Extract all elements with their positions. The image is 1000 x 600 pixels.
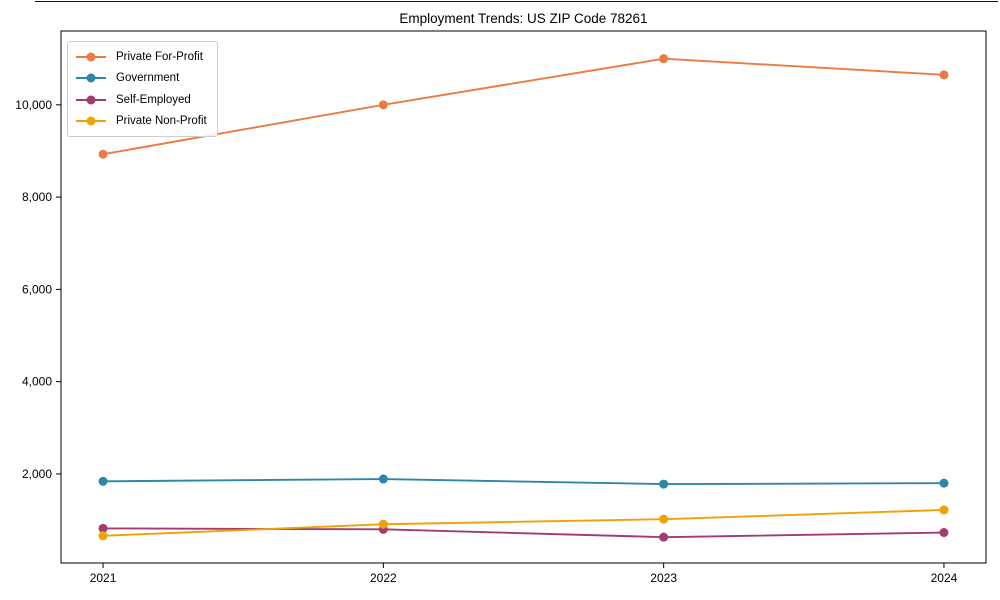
plot-frame xyxy=(60,30,987,564)
x-tick-label: 2023 xyxy=(650,571,677,585)
series-point-government xyxy=(98,476,108,486)
legend-dot xyxy=(86,73,96,83)
legend-item-self-employed: Self-Employed xyxy=(75,89,207,111)
series-line-private-for-profit xyxy=(102,57,945,156)
series-point-private-non-profit xyxy=(659,514,669,524)
y-tick-label: 2,000 xyxy=(22,467,52,481)
legend-label: Government xyxy=(116,72,180,85)
top-edge-line xyxy=(35,1,998,2)
x-tick-label: 2022 xyxy=(370,571,397,585)
series-point-private-for-profit xyxy=(659,54,669,64)
legend-label: Private For-Profit xyxy=(116,50,203,63)
series-point-private-for-profit xyxy=(939,70,949,80)
series-point-private-for-profit xyxy=(378,100,388,110)
y-tick-label: 8,000 xyxy=(22,190,52,204)
series-line-government xyxy=(102,478,945,486)
series-point-government xyxy=(939,478,949,488)
x-tick-label: 2021 xyxy=(90,571,117,585)
legend-item-private-for-profit: Private For-Profit xyxy=(75,46,207,68)
series-line-self-employed xyxy=(102,527,945,539)
legend-line-marker-icon xyxy=(76,73,106,83)
legend-dot xyxy=(86,116,96,126)
legend-label: Private Non-Profit xyxy=(116,115,207,128)
series-point-self-employed xyxy=(939,528,949,538)
legend-item-government: Government xyxy=(75,68,207,90)
legend-dot xyxy=(86,52,96,62)
legend-label: Self-Employed xyxy=(116,93,191,106)
y-tick-label: 6,000 xyxy=(22,282,52,296)
y-tick-label: 4,000 xyxy=(22,375,52,389)
legend-item-private-non-profit: Private Non-Profit xyxy=(75,111,207,133)
series-point-self-employed xyxy=(98,523,108,533)
x-tick-label: 2024 xyxy=(931,571,958,585)
series-point-private-non-profit xyxy=(98,531,108,541)
legend-box: Private For-Profit Government Self-Employe… xyxy=(67,41,218,137)
series-line-private-non-profit xyxy=(102,508,945,537)
legend-line-marker-icon xyxy=(76,116,106,126)
legend-dot xyxy=(86,95,96,105)
legend-line-marker-icon xyxy=(76,95,106,105)
y-tick-label: 10,000 xyxy=(15,98,52,112)
series-point-private-non-profit xyxy=(939,505,949,515)
series-point-government xyxy=(659,479,669,489)
series-point-private-for-profit xyxy=(98,149,108,159)
series-point-self-employed xyxy=(659,532,669,542)
series-point-government xyxy=(378,474,388,484)
legend-line-marker-icon xyxy=(76,52,106,62)
series-point-private-non-profit xyxy=(378,519,388,529)
chart-title: Employment Trends: US ZIP Code 78261 xyxy=(399,11,648,26)
